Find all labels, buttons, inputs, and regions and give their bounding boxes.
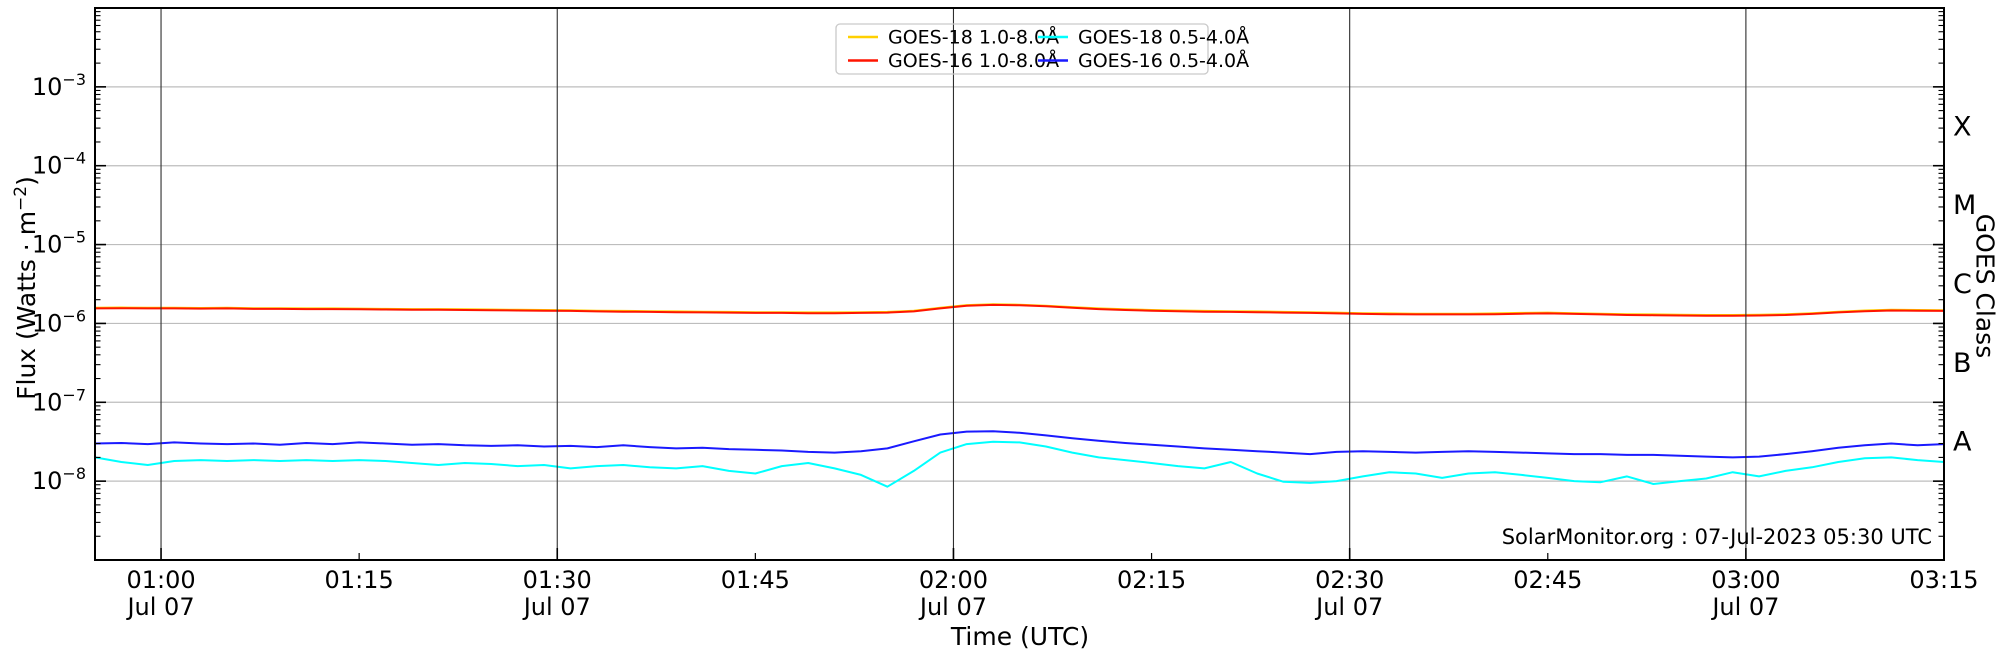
legend-entry-label: GOES-18 1.0-8.0Å: [888, 26, 1059, 49]
series-line-1: [94, 303, 1945, 317]
x-tick-date-label: Jul 07: [522, 593, 591, 621]
y-axis-title: Flux (Watts · m−2): [11, 176, 41, 400]
plot-border: [94, 7, 1945, 561]
y-tick-label: 10−4: [32, 149, 86, 180]
legend-entry-label: GOES-16 1.0-8.0Å: [888, 49, 1059, 72]
x-tick-label: 01:30: [523, 566, 592, 594]
y-tick-label: 10−3: [32, 70, 86, 101]
goes-class-letter-a: A: [1953, 427, 1972, 458]
y-axis-title-suffix: ): [12, 176, 42, 186]
goes-class-letter-x: X: [1953, 111, 1972, 142]
y-tick-label: 10−6: [32, 306, 86, 337]
y-tick-label: 10−5: [32, 228, 86, 259]
x-tick-label: 02:00: [919, 566, 988, 594]
series-line-2: [94, 440, 1945, 488]
y-axis-title-text: Flux (Watts · m: [12, 210, 42, 400]
x-tick-label: 03:00: [1711, 566, 1780, 594]
x-tick-label: 01:45: [721, 566, 790, 594]
y-tick-label: 10−8: [32, 464, 86, 495]
x-tick-date-label: Jul 07: [1710, 593, 1779, 621]
goes-class-letter-m: M: [1953, 190, 1976, 221]
legend-entry-label: GOES-16 0.5-4.0Å: [1078, 49, 1249, 72]
goes-class-letter-b: B: [1953, 348, 1972, 379]
x-tick-label: 01:15: [325, 566, 394, 594]
x-tick-date-label: Jul 07: [1314, 593, 1383, 621]
x-tick-label: 01:00: [126, 566, 195, 594]
x-tick-label: 02:15: [1117, 566, 1186, 594]
watermark-text: SolarMonitor.org : 07-Jul-2023 05:30 UTC: [1502, 525, 1932, 549]
right-axis-title: GOES Class: [1970, 213, 2000, 359]
x-tick-label: 02:30: [1315, 566, 1384, 594]
series-line-3: [94, 430, 1945, 459]
x-axis-title: Time (UTC): [950, 622, 1090, 650]
x-tick-label: 02:45: [1513, 566, 1582, 594]
legend-entry-label: GOES-18 0.5-4.0Å: [1078, 26, 1249, 49]
legend-box: [835, 23, 1209, 75]
y-axis-title-exponent: −2: [10, 185, 31, 211]
x-tick-label: 03:15: [1909, 566, 1978, 594]
goes-class-letter-c: C: [1953, 269, 1972, 300]
x-tick-date-label: Jul 07: [918, 593, 987, 621]
y-tick-label: 10−7: [32, 385, 86, 416]
x-tick-date-label: Jul 07: [125, 593, 194, 621]
